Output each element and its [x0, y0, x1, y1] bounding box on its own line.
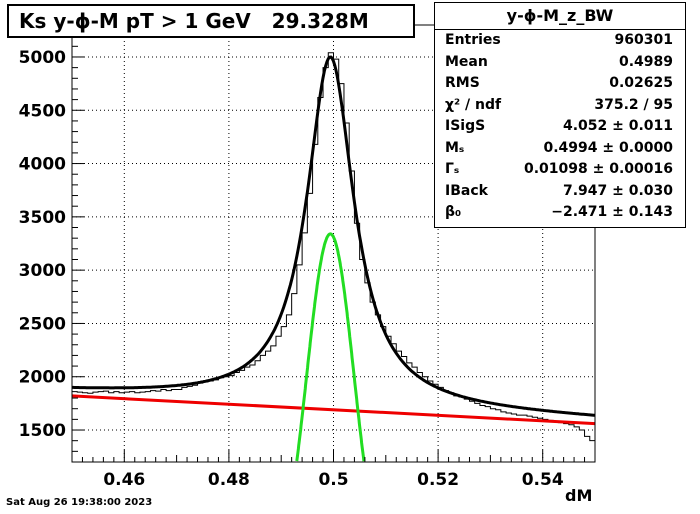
- stats-row: Mₛ 0.4994 ± 0.0000: [435, 138, 685, 160]
- y-tick-label: 5000: [19, 48, 66, 68]
- stats-rows: Entries 960301 Mean 0.4989 RMS 0.02625 χ² / nd…: [435, 30, 685, 224]
- stats-row: Mean 0.4989: [435, 52, 685, 74]
- stats-label: β₀: [445, 204, 462, 220]
- stats-value: −2.471 ± 0.143: [551, 204, 673, 220]
- stats-value: 7.947 ± 0.030: [562, 182, 673, 199]
- stats-label: ISigS: [445, 118, 486, 134]
- stats-label: Γₛ: [445, 161, 460, 177]
- stats-label: Mean: [445, 53, 488, 70]
- stats-value: 0.02625: [609, 75, 673, 91]
- histogram-steps: [72, 52, 595, 442]
- x-axis-label: dM: [565, 486, 593, 505]
- x-tick-label: 0.5: [318, 470, 348, 490]
- background-fit-line: [71, 394, 596, 426]
- stats-row: ISigS 4.052 ± 0.011: [435, 116, 685, 138]
- total-fit-curve: [72, 55, 596, 417]
- stats-value: 960301: [614, 32, 673, 48]
- x-tick-label: 0.54: [522, 470, 564, 490]
- stats-title: y-ϕ-M_z_BW: [435, 3, 685, 30]
- y-tick-label: 4000: [19, 155, 66, 175]
- y-tick-label: 1500: [19, 421, 66, 441]
- stats-label: Mₛ: [445, 139, 465, 156]
- stats-value: 0.01098 ± 0.00016: [523, 161, 673, 177]
- timestamp: Sat Aug 26 19:38:00 2023: [6, 497, 153, 508]
- histogram: [72, 52, 595, 442]
- tick-labels: 0.46 0.48 0.5 0.52 0.54 1500 2000 2500 3000 3500 4…: [19, 48, 564, 490]
- stats-label: RMS: [445, 75, 480, 91]
- stats-label: Entries: [445, 32, 501, 48]
- y-tick-label: 3500: [19, 208, 66, 228]
- chart-title: Ks y-ϕ-M pT > 1 GeV 29.328M: [7, 4, 415, 38]
- signal-fit-curve: [295, 232, 366, 462]
- x-tick-label: 0.52: [417, 470, 459, 490]
- stats-value: 0.4994 ± 0.0000: [543, 139, 673, 156]
- y-tick-label: 3000: [19, 261, 66, 281]
- stats-row: Γₛ 0.01098 ± 0.00016: [435, 159, 685, 181]
- y-tick-label: 2500: [19, 314, 66, 334]
- stats-row: RMS 0.02625: [435, 73, 685, 95]
- x-tick-label: 0.48: [208, 470, 250, 490]
- x-tick-label: 0.46: [103, 470, 145, 490]
- stats-row: β₀ −2.471 ± 0.143: [435, 202, 685, 224]
- fit-curves: [71, 55, 596, 462]
- stats-value: 0.4989: [618, 53, 673, 70]
- stats-row: χ² / ndf 375.2 / 95: [435, 95, 685, 117]
- y-tick-label: 4500: [19, 101, 66, 121]
- stats-row: Entries 960301: [435, 30, 685, 52]
- stats-value: 4.052 ± 0.011: [562, 118, 673, 134]
- stats-value: 375.2 / 95: [594, 96, 673, 113]
- stats-row: IBack 7.947 ± 0.030: [435, 181, 685, 203]
- y-tick-label: 2000: [19, 368, 66, 388]
- stats-box: y-ϕ-M_z_BW Entries 960301 Mean 0.4989 RMS 0.0…: [434, 2, 686, 228]
- stats-label: IBack: [445, 182, 488, 199]
- stats-label: χ² / ndf: [445, 96, 502, 113]
